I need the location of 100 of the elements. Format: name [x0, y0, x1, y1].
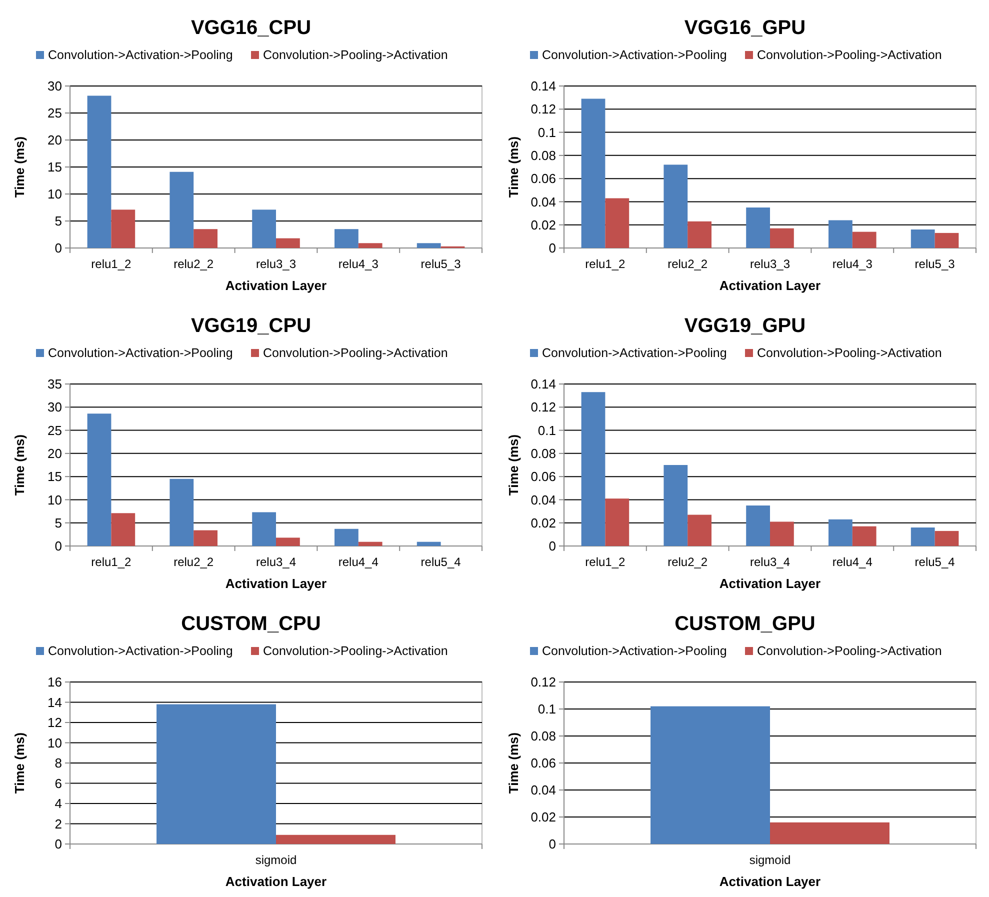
bar	[358, 542, 382, 546]
legend-label: Convolution->Pooling->Activation	[757, 48, 942, 62]
bar	[934, 232, 959, 248]
bar	[194, 229, 218, 248]
y-tick-label: 0.02	[530, 515, 556, 530]
bar	[252, 512, 276, 546]
x-tick-label: relu3_3	[750, 257, 790, 271]
x-tick-label: relu2_2	[668, 555, 708, 569]
x-axis-title: Activation Layer	[719, 874, 821, 889]
x-axis-title: Activation Layer	[225, 874, 327, 889]
chart-title: CUSTOM_GPU	[674, 613, 816, 635]
bar	[87, 414, 112, 546]
bar	[605, 198, 630, 248]
y-tick-label: 0.06	[530, 756, 556, 771]
legend-label: Convolution->Pooling->Activation	[263, 48, 448, 62]
bar	[934, 530, 959, 546]
y-tick-label: 0.1	[538, 422, 556, 438]
y-tick-label: 16	[48, 674, 62, 690]
legend-label: Convolution->Activation->Pooling	[48, 48, 233, 62]
y-tick-label: 0	[54, 538, 62, 554]
x-tick-label: relu5_3	[420, 257, 462, 271]
y-tick-label: 0	[548, 836, 556, 852]
y-axis-title: Time (ms)	[12, 434, 27, 496]
x-tick-label: relu4_4	[832, 555, 873, 569]
x-axis-title: Activation Layer	[719, 576, 821, 591]
y-tick-label: 5	[54, 515, 62, 530]
y-tick-label: 14	[48, 694, 62, 710]
y-tick-label: 10	[48, 186, 62, 202]
x-tick-label: relu1_2	[91, 555, 132, 569]
x-tick-label: relu2_2	[668, 257, 708, 271]
y-tick-label: 25	[48, 106, 62, 121]
chart-title: VGG19_CPU	[190, 315, 312, 337]
bar	[910, 527, 935, 546]
x-tick-label: relu3_3	[256, 257, 296, 271]
chart-title: VGG16_CPU	[190, 17, 312, 39]
legend-label: Convolution->Pooling->Activation	[757, 346, 942, 360]
y-tick-label: 0.08	[530, 446, 556, 461]
y-tick-label: 0.1	[538, 124, 556, 140]
legend-label: Convolution->Activation->Pooling	[542, 48, 727, 62]
bar	[416, 542, 441, 546]
bar	[746, 506, 770, 546]
y-tick-label: 0	[54, 836, 62, 852]
y-tick-label: 12	[48, 715, 62, 730]
y-tick-label: 0.08	[530, 728, 556, 744]
y-tick-label: 0.08	[530, 148, 556, 163]
y-axis-title: Time (ms)	[12, 732, 27, 794]
x-tick-label: relu5_4	[420, 555, 462, 569]
bar	[581, 98, 606, 248]
bar	[111, 210, 136, 248]
bar	[170, 478, 194, 546]
y-tick-label: 0.02	[530, 810, 556, 825]
y-tick-label: 4	[54, 796, 62, 812]
y-tick-label: 25	[48, 422, 62, 438]
x-tick-label: relu5_4	[914, 555, 956, 569]
bar	[334, 229, 358, 248]
bar	[276, 238, 300, 248]
legend-label: Convolution->Activation->Pooling	[48, 644, 233, 658]
y-tick-label: 0	[548, 538, 556, 554]
x-tick-label: relu2_2	[174, 555, 214, 569]
bar	[828, 220, 852, 248]
legend-label: Convolution->Activation->Pooling	[542, 644, 727, 658]
y-tick-label: 5	[54, 214, 62, 229]
y-tick-label: 15	[48, 469, 62, 484]
legend-label: Convolution->Activation->Pooling	[48, 346, 233, 360]
bar	[664, 465, 688, 546]
y-tick-label: 2	[54, 816, 62, 832]
y-tick-label: 0	[548, 240, 556, 256]
bar	[770, 228, 794, 248]
bar	[605, 498, 630, 546]
bar	[334, 528, 358, 546]
y-axis-title: Time (ms)	[12, 136, 27, 198]
y-axis-title: Time (ms)	[506, 136, 521, 198]
chart-title: CUSTOM_CPU	[181, 613, 321, 635]
bar	[688, 514, 712, 546]
y-tick-label: 10	[48, 492, 62, 508]
bar	[170, 172, 194, 248]
y-tick-label: 0.14	[530, 376, 556, 392]
x-tick-label: relu1_2	[585, 555, 626, 569]
y-tick-label: 20	[48, 132, 62, 148]
bar	[828, 519, 852, 546]
bar	[852, 526, 876, 546]
y-axis-title: Time (ms)	[506, 732, 521, 794]
bar	[664, 164, 688, 248]
x-axis-title: Activation Layer	[225, 278, 327, 293]
y-tick-label: 8	[54, 756, 62, 771]
x-tick-label: relu2_2	[174, 257, 214, 271]
y-tick-label: 0.06	[530, 469, 556, 484]
y-tick-label: 0.02	[530, 217, 556, 232]
x-tick-label: sigmoid	[749, 853, 791, 867]
y-tick-label: 6	[54, 776, 62, 791]
legend-label: Convolution->Pooling->Activation	[263, 644, 448, 658]
y-tick-label: 0.14	[530, 78, 556, 94]
x-tick-label: sigmoid	[255, 853, 297, 867]
y-tick-label: 0.04	[530, 194, 556, 210]
x-tick-label: relu1_2	[585, 257, 626, 271]
x-tick-label: relu3_4	[750, 555, 790, 569]
y-tick-label: 0.1	[538, 702, 556, 717]
x-tick-label: relu5_3	[914, 257, 956, 271]
bar	[416, 243, 441, 248]
y-tick-label: 0.04	[530, 782, 556, 798]
